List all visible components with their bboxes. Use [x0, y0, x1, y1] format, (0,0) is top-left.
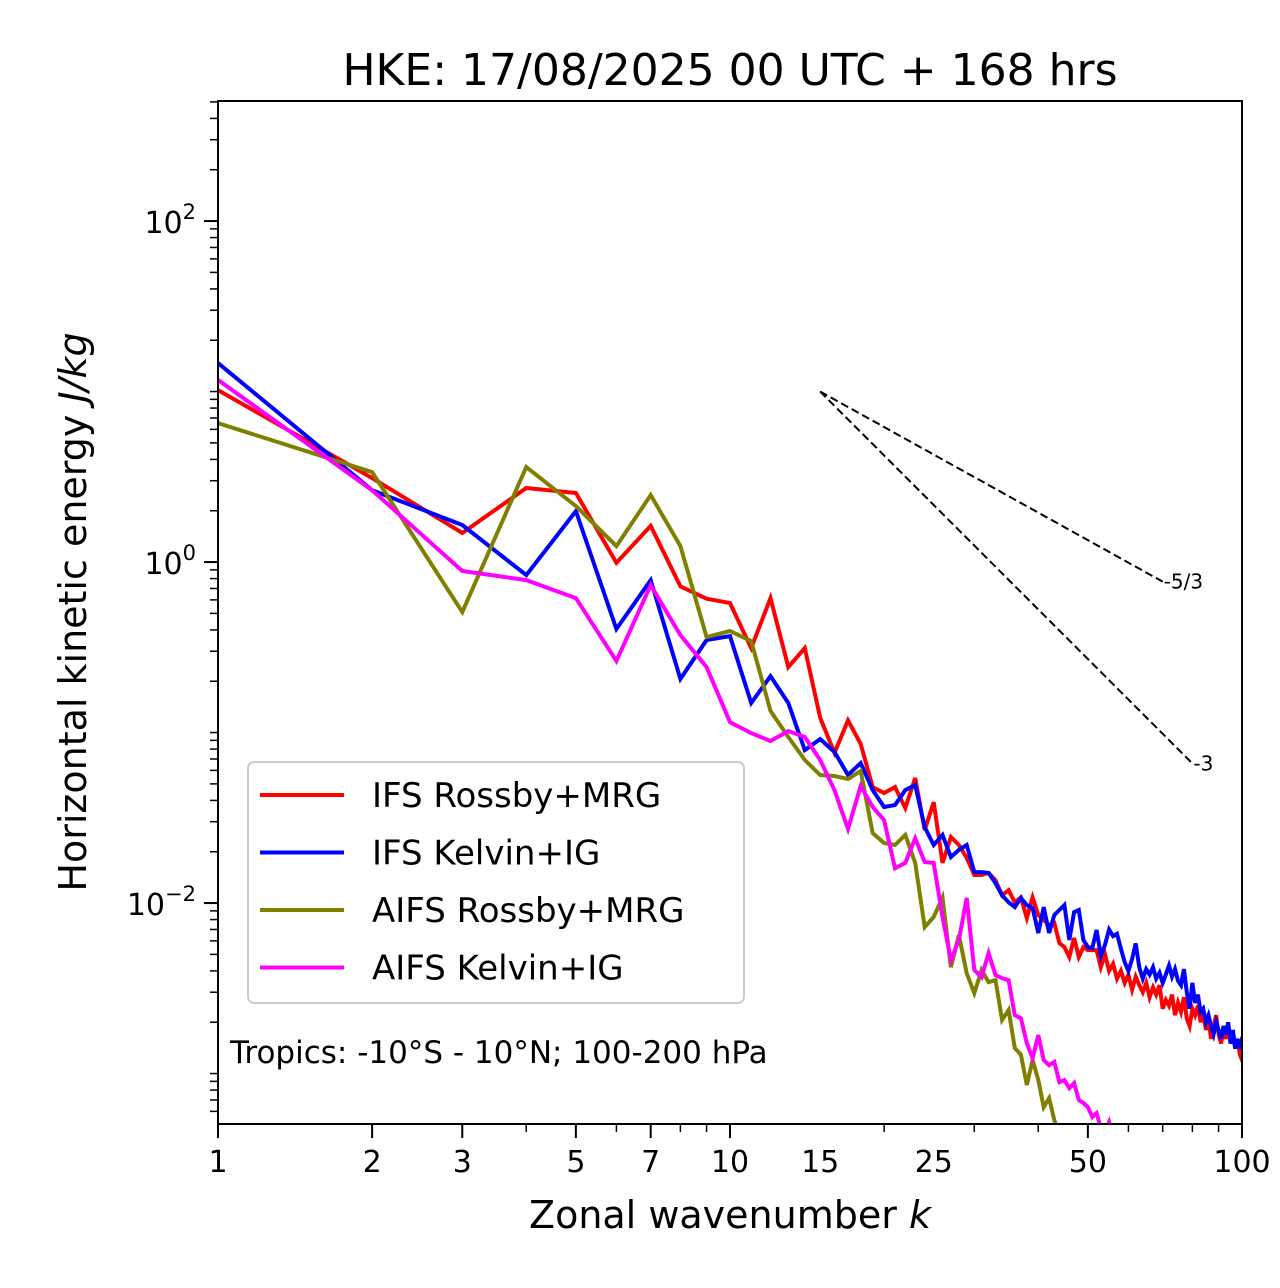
legend-box: [247, 761, 745, 1004]
reference-line-label: -5/3: [1164, 570, 1203, 594]
y-axis-label-units: J/kg: [51, 332, 95, 409]
x-axis-label-text: Zonal wavenumber: [529, 1193, 897, 1237]
x-tick-label: 50: [1069, 1145, 1107, 1180]
reference-line-label: -3: [1193, 751, 1213, 775]
legend: IFS Rossby+MRG IFS Kelvin+IG AIFS Rossby+M…: [247, 761, 745, 1004]
y-tick-label: 102: [144, 200, 196, 241]
x-tick-label: 1: [208, 1145, 227, 1180]
x-axis: 1 2 3 5 7 10 15 25 50 100: [208, 1124, 1271, 1180]
legend-label: IFS Kelvin+IG: [372, 834, 600, 874]
y-axis-label: Horizontal kinetic energy J/kg: [51, 332, 95, 891]
chart-title: HKE: 17/08/2025 00 UTC + 168 hrs: [342, 45, 1117, 96]
series-line-4: [218, 377, 1112, 1124]
legend-label: IFS Rossby+MRG: [372, 776, 661, 816]
x-tick-label: 10: [711, 1145, 749, 1180]
x-tick-label: 100: [1213, 1145, 1270, 1180]
x-tick-label: 3: [453, 1145, 472, 1180]
x-tick-label: 2: [363, 1145, 382, 1180]
reference-lines: -5/3 -3: [819, 390, 1213, 775]
x-tick-label: 15: [801, 1145, 839, 1180]
series-line-2: [218, 360, 1242, 1050]
legend-entries: IFS Rossby+MRG IFS Kelvin+IG AIFS Rossby+M…: [260, 776, 684, 989]
x-tick-label: 7: [641, 1145, 660, 1180]
x-tick-label: 5: [566, 1145, 585, 1180]
series-line-1: [218, 387, 1242, 1063]
x-axis-label-variable: k: [909, 1193, 933, 1237]
y-tick-label: 100: [144, 541, 196, 582]
series-line-3: [218, 421, 1059, 1124]
legend-label: AIFS Rossby+MRG: [372, 891, 684, 931]
y-axis: 102 100 10−2: [127, 101, 218, 1113]
x-axis-label: Zonal wavenumber k: [529, 1193, 933, 1237]
region-annotation: Tropics: -10°S - 10°N; 100-200 hPa: [229, 1035, 768, 1071]
reference-line-2: [819, 390, 1194, 765]
series-group: [218, 360, 1242, 1124]
legend-label: AIFS Kelvin+IG: [372, 949, 624, 989]
y-axis-label-text: Horizontal kinetic energy: [51, 415, 95, 892]
y-tick-label: 10−2: [127, 882, 196, 923]
reference-line-1: [819, 390, 1164, 583]
x-tick-label: 25: [915, 1145, 953, 1180]
